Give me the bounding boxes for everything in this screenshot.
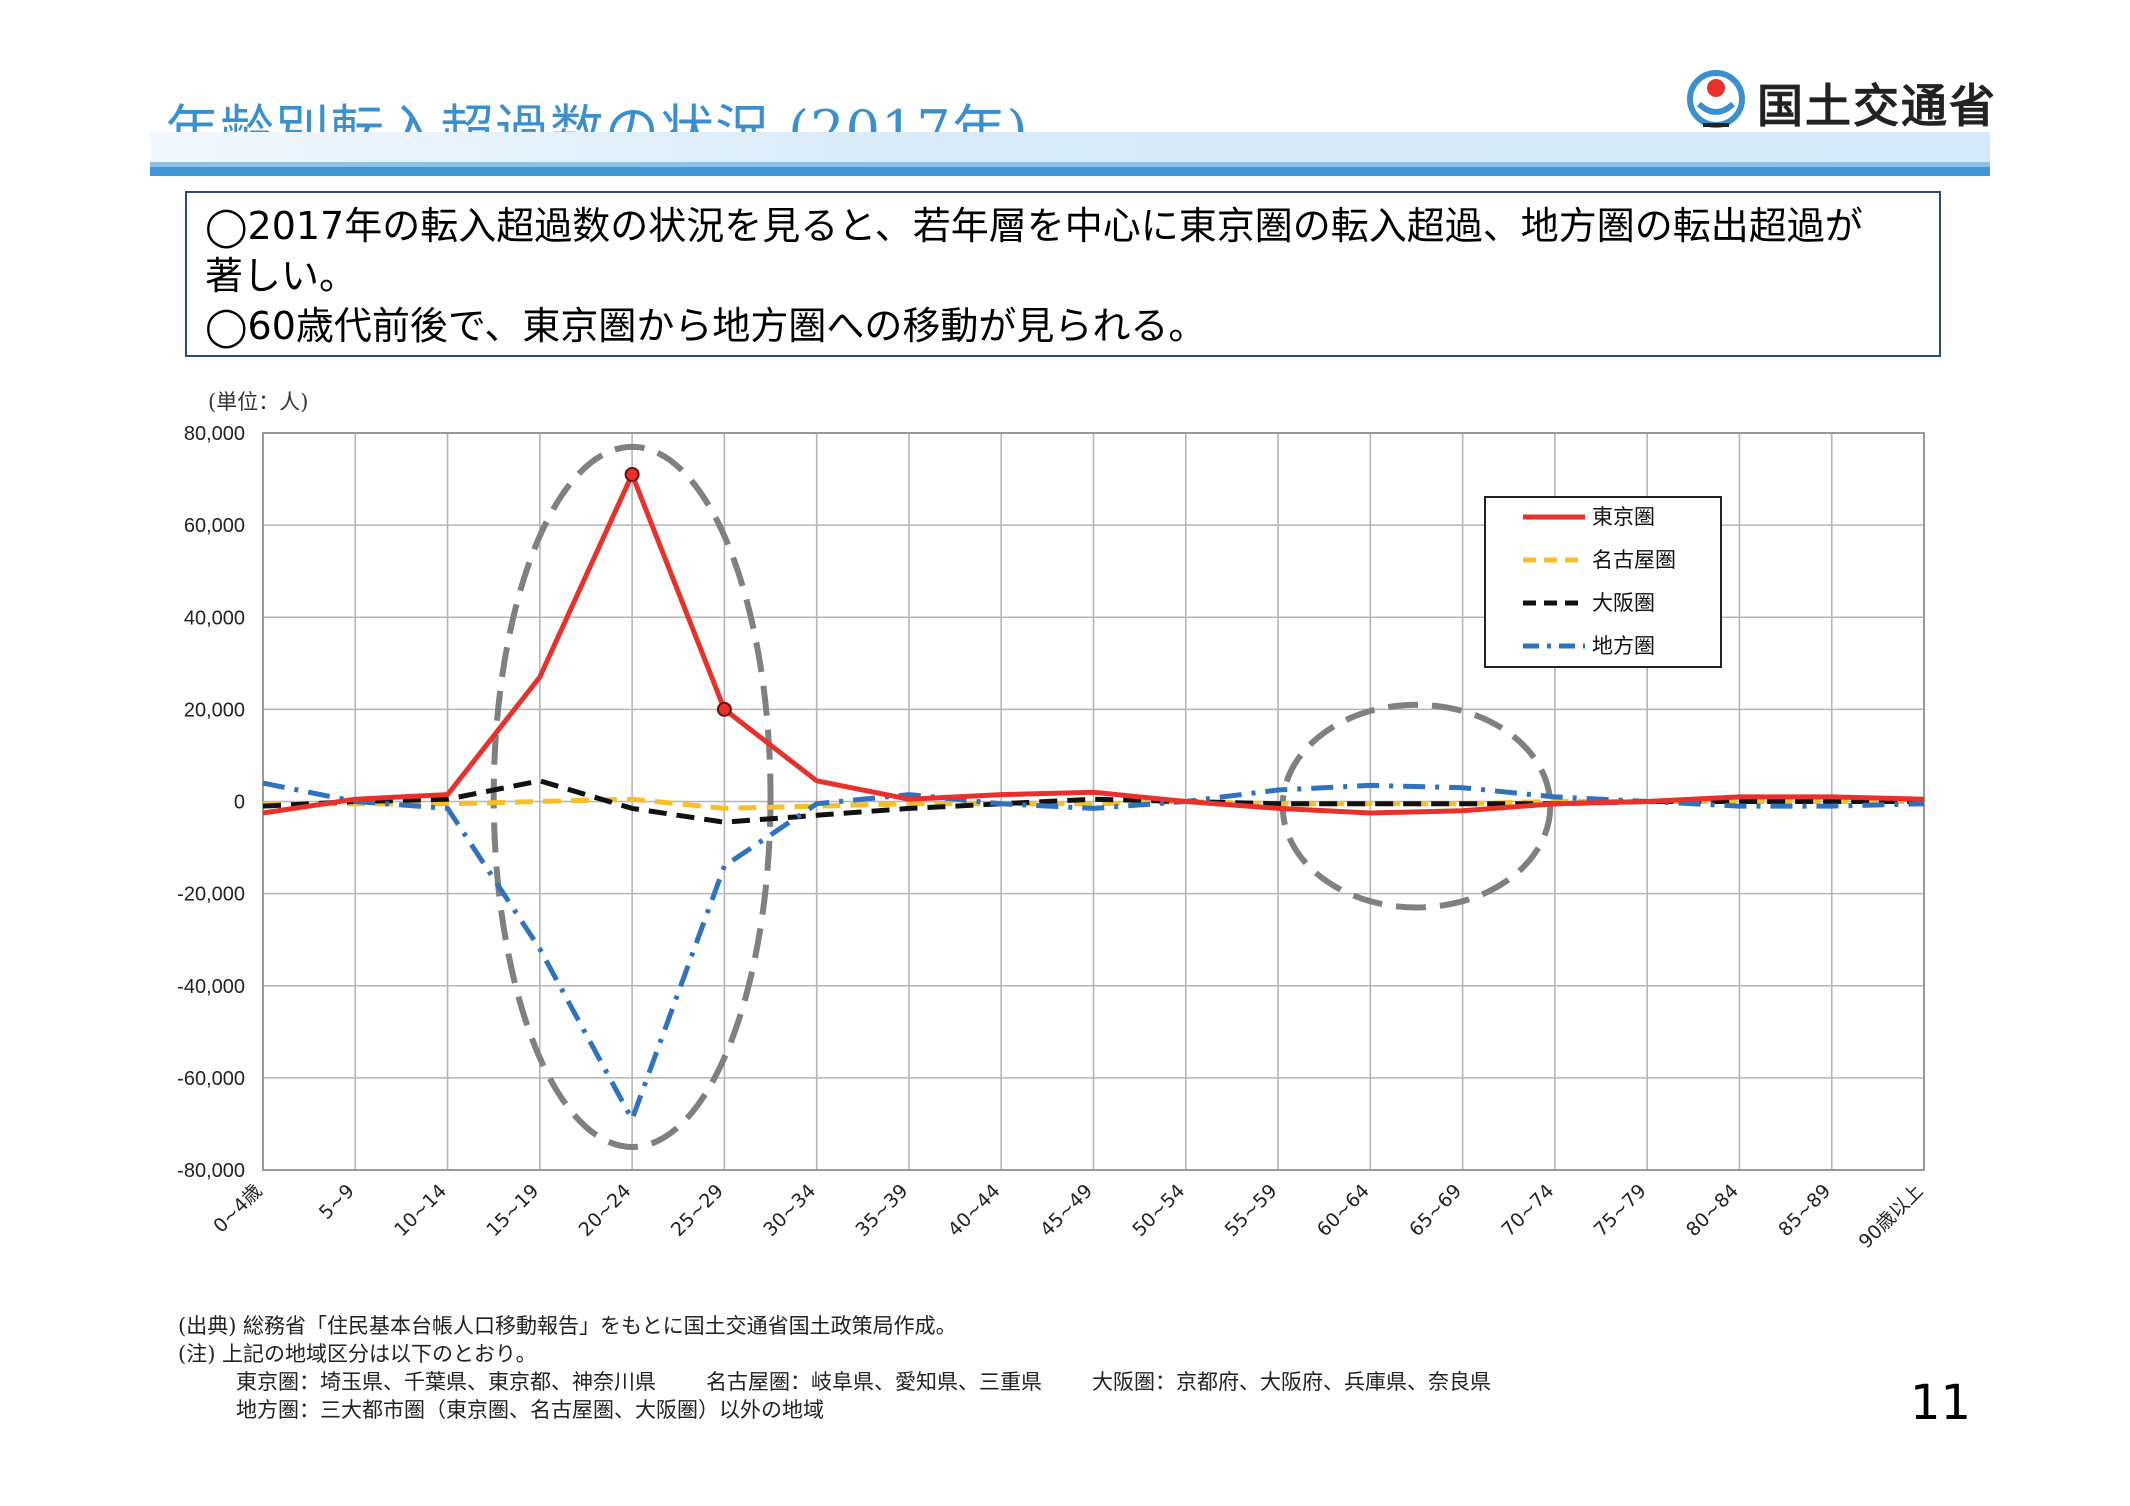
y-tick-label: 40,000 [184, 607, 245, 629]
y-tick-label: -80,000 [177, 1160, 245, 1182]
region-defs-row: 東京圏：埼玉県、千葉県、東京都、神奈川県 名古屋圏：岐阜県、愛知県、三重県 大阪圏：… [178, 1368, 1491, 1396]
nagoya-definition: 名古屋圏：岐阜県、愛知県、三重県 [706, 1370, 1042, 1394]
summary-line-2: 著しい。 [205, 254, 358, 298]
x-tick-label: 15~19 [482, 1180, 543, 1241]
x-tick-label: 40~44 [944, 1180, 1005, 1241]
unit-label: (単位：人) [208, 390, 308, 414]
header-band-mid [150, 162, 1990, 167]
y-tick-label: 0 [234, 792, 245, 814]
highlight-ellipses [490, 443, 1554, 1150]
y-tick-label: -60,000 [177, 1068, 245, 1090]
x-tick-label: 10~14 [390, 1180, 451, 1241]
x-tick-label: 55~59 [1221, 1180, 1282, 1241]
legend-box [1484, 496, 1722, 668]
osaka-definition: 大阪圏：京都府、大阪府、兵庫県、奈良県 [1092, 1370, 1491, 1394]
y-tick-label: 20,000 [184, 699, 245, 721]
x-tick-labels: 0~4歳 5~9 10~14 15~19 20~24 25~29 30~34 35~39 40~… [209, 1180, 1927, 1253]
series-line-0 [262, 472, 1925, 816]
legend-label: 東京圏 [1592, 505, 1655, 529]
x-tick-label: 80~84 [1682, 1180, 1743, 1241]
x-tick-label: 30~34 [759, 1180, 820, 1241]
x-tick-label: 65~69 [1405, 1180, 1466, 1241]
x-tick-label: 90歳以上 [1855, 1180, 1928, 1253]
header-band-dark [150, 167, 1990, 176]
x-tick-label: 60~64 [1313, 1180, 1374, 1241]
summary-line-1: ◯2017年の転入超過数の状況を見ると、若年層を中心に東京圏の転入超過、地方圏の… [205, 204, 1863, 248]
page-number: 11 [1910, 1375, 1972, 1431]
x-tick-label: 85~89 [1774, 1180, 1835, 1241]
regional-definition: 地方圏：三大都市圏（東京圏、名古屋圏、大阪圏）以外の地域 [236, 1398, 824, 1422]
summary-line-3: ◯60歳代前後で、東京圏から地方圏への移動が見られる。 [205, 304, 1207, 348]
x-tick-label: 50~54 [1128, 1180, 1189, 1241]
y-tick-label: 60,000 [184, 515, 245, 537]
y-tick-label: -40,000 [177, 976, 245, 998]
y-tick-label: -20,000 [177, 884, 245, 906]
region-note: (注) 上記の地域区分は以下のとおり。 [178, 1342, 537, 1366]
legend-label: 大阪圏 [1592, 591, 1655, 615]
source-note: (出典) 総務省「住民基本台帳人口移動報告」をもとに国土交通省国土政策局作成。 [178, 1314, 957, 1338]
header-band-light [150, 132, 1990, 162]
summary-box: ◯2017年の転入超過数の状況を見ると、若年層を中心に東京圏の転入超過、地方圏の… [185, 191, 1941, 357]
mlit-emblem-icon [1687, 70, 1745, 128]
x-tick-label: 70~74 [1497, 1180, 1558, 1241]
tokyo-definition: 東京圏：埼玉県、千葉県、東京都、神奈川県 [236, 1370, 656, 1394]
x-tick-label: 5~9 [315, 1180, 359, 1224]
x-tick-label: 35~39 [851, 1180, 912, 1241]
highlight-ellipse-young-age-highlight [490, 443, 774, 1150]
data-point-marker [716, 701, 732, 717]
y-tick-label: 80,000 [184, 423, 245, 445]
x-tick-label: 25~29 [667, 1180, 728, 1241]
series-lines [262, 466, 1925, 1122]
legend-label: 名古屋圏 [1592, 548, 1676, 572]
x-tick-label: 45~49 [1036, 1180, 1097, 1241]
ministry-name: 国土交通省 [1757, 79, 1997, 133]
ministry-logo: 国土交通省 [1685, 68, 1995, 133]
x-tick-label: 75~79 [1590, 1180, 1651, 1241]
footnotes: (出典) 総務省「住民基本台帳人口移動報告」をもとに国土交通省国土政策局作成。 … [178, 1312, 1491, 1424]
y-tick-labels: 80,000 60,000 40,000 20,000 0 -20,000 -40,000 -… [177, 423, 245, 1182]
data-point-marker [624, 466, 640, 482]
legend-label: 地方圏 [1592, 634, 1655, 658]
x-tick-label: 20~24 [575, 1180, 636, 1241]
x-tick-label: 0~4歳 [209, 1180, 266, 1237]
